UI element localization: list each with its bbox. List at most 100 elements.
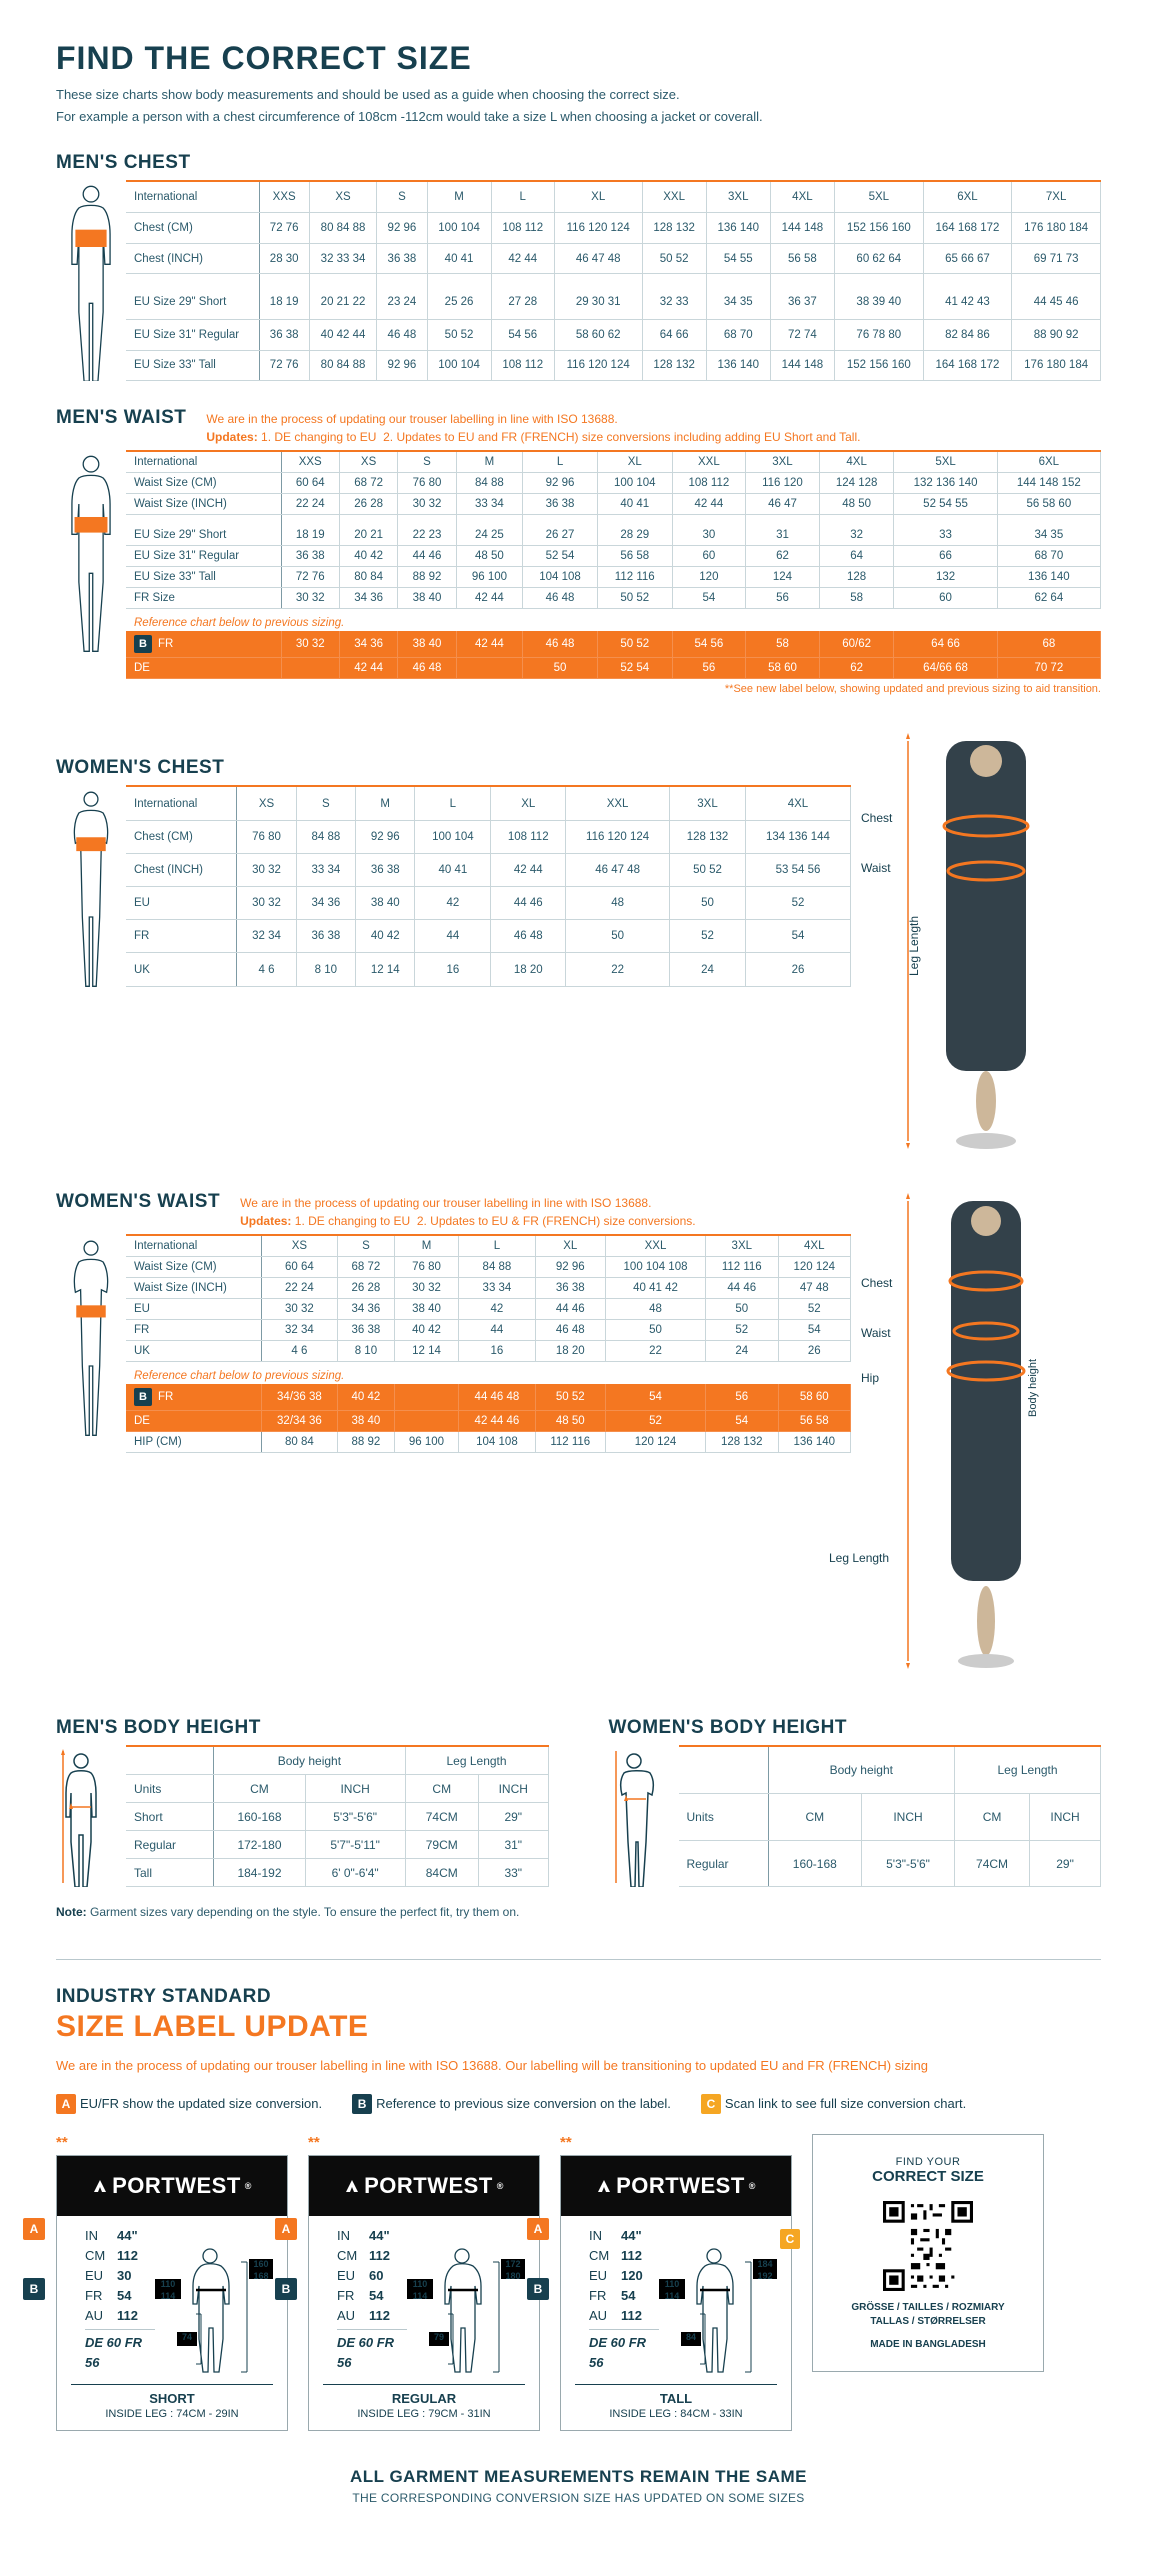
womens-waist-row-inch: Waist Size (INCH) 22 24 26 28 30 32 33 3…	[126, 1278, 851, 1299]
legend-item-b: B Reference to previous size conversion …	[352, 2094, 671, 2114]
body-height-section: MEN'S BODY HEIGHT Body height	[56, 1717, 1101, 1887]
womens-waist-section: WOMEN'S WAIST We are in the process of u…	[56, 1191, 1101, 1671]
mens-chest-title: MEN'S CHEST	[56, 152, 1101, 174]
portwest-mountain-icon	[596, 2178, 612, 2194]
mens-body-height-figure	[56, 1745, 126, 1887]
womens-chest-section: WOMEN'S CHEST International XS S M	[56, 731, 1101, 1151]
mens-chest-row-29short: EU Size 29" Short 18 19 20 21 22 23 24 2…	[126, 274, 1101, 319]
womens-waist-title: WOMEN'S WAIST	[56, 1191, 220, 1213]
portwest-labels-row: ** PORTWEST ® A B IN 44" CM 112 EU 30 FR 54	[56, 2134, 1101, 2431]
womens-body-height-table: Body height Leg Length Units CM INCH CM …	[679, 1745, 1102, 1887]
chest-label: Chest	[861, 811, 892, 825]
label-chip-b-tall: B	[527, 2278, 549, 2300]
womens-waist-heading-row: WOMEN'S WAIST We are in the process of u…	[56, 1191, 851, 1230]
mens-chest-table-block: International XXS XS S M L XL XXL 3XL 4X…	[56, 180, 1101, 381]
size-chart-page: FIND THE CORRECT SIZE These size charts …	[0, 0, 1157, 2565]
label-card-tall: ** PORTWEST ® A B IN 44" CM 112 EU 120 FR 54	[560, 2134, 792, 2431]
mens-body-height-title: MEN'S BODY HEIGHT	[56, 1717, 549, 1739]
mens-chest-figure	[56, 180, 126, 381]
qr-code-icon[interactable]	[883, 2201, 973, 2291]
qr-card-chip-c: C	[780, 2229, 800, 2249]
intro-line-2: For example a person with a chest circum…	[56, 107, 1101, 127]
final-banner: ALL GARMENT MEASUREMENTS REMAIN THE SAME…	[56, 2467, 1101, 2505]
womens-body-height-row-regular: Regular 160-168 5'3"-5'6" 74CM 29"	[679, 1840, 1101, 1887]
mens-body-height-block: MEN'S BODY HEIGHT Body height	[56, 1717, 549, 1887]
female-chest-outline-icon	[65, 787, 117, 986]
male-body-measurement-diagram-icon: Leg Length	[906, 731, 1076, 1151]
mens-waist-update-note: We are in the process of updating our tr…	[206, 410, 860, 446]
mens-waist-title: MEN'S WAIST	[56, 407, 186, 429]
tall-body-measure-diagram-icon: 110 114 184 192 84	[659, 2244, 779, 2374]
portwest-mountain-icon	[92, 2178, 108, 2194]
womens-waist-table: International XS S M L XL XXL 3XL 4XL Wa…	[126, 1234, 851, 1453]
female-height-outline-icon	[614, 1747, 674, 1887]
industry-standard-heading: INDUSTRY STANDARD	[56, 1986, 1101, 2008]
female-body-photo-figure: Chest Waist Hip Leg Length Body height	[881, 1191, 1101, 1671]
mens-waist-table-block: International XXS XS S M L XL XXL 3XL 4X…	[56, 450, 1101, 679]
intro-line-1: These size charts show body measurements…	[56, 85, 1101, 105]
find-your-size-qr-card[interactable]: FIND YOUR CORRECT SIZE	[812, 2134, 1044, 2372]
male-height-outline-icon	[61, 1747, 121, 1887]
legend-item-a: A EU/FR show the updated size conversion…	[56, 2094, 322, 2114]
womens-waist-row-eu: EU 30 32 34 36 38 40 42 44 46 48 50 52	[126, 1299, 851, 1320]
label-card-short: ** PORTWEST ® A B IN 44" CM 112 EU 30 FR 54	[56, 2134, 288, 2431]
womens-body-height-block: WOMEN'S BODY HEIGHT Body height	[609, 1717, 1102, 1887]
label-chip-a-short: A	[23, 2218, 45, 2240]
womens-chest-figure	[56, 785, 126, 986]
size-label-update-heading: SIZE LABEL UPDATE	[56, 2010, 1101, 2044]
female-waist-outline-icon	[65, 1236, 117, 1435]
label-chip-a-tall: A	[527, 2218, 549, 2240]
body-height-label: Leg Length	[907, 916, 921, 976]
industry-standard-description: We are in the process of updating our tr…	[56, 2057, 1056, 2075]
womens-waist-b-icon: B	[134, 1388, 152, 1406]
mens-waist-fr-badge-row: B FR 30 32 34 36 38 40 42 44 46 48 50 52 …	[126, 631, 1101, 658]
short-body-measure-diagram-icon: 110 114 160 168 74	[155, 2244, 275, 2374]
womens-chest-table-block: International XS S M L XL XXL 3XL 4XL Ch…	[56, 785, 851, 986]
mens-waist-table: International XXS XS S M L XL XXL 3XL 4X…	[126, 450, 1101, 679]
womens-waist-update-note: We are in the process of updating our tr…	[240, 1194, 696, 1230]
womens-waist-fr-badge-row: B FR 34/36 38 40 42 44 46 48 50 52 54 56 …	[126, 1384, 851, 1411]
mens-waist-heading-row: MEN'S WAIST We are in the process of upd…	[56, 407, 1101, 446]
hip-label: Hip	[861, 1371, 879, 1385]
womens-chest-row-cm: Chest (CM) 76 80 84 88 92 96 100 104 108…	[126, 820, 851, 853]
womens-chest-row-inch: Chest (INCH) 30 32 33 34 36 38 40 41 42 …	[126, 853, 851, 886]
mens-body-height-table: Body height Leg Length Units CM INCH CM …	[126, 1745, 549, 1887]
womens-chest-row-uk: UK 4 6 8 10 12 14 16 18 20 22 24 26	[126, 953, 851, 986]
womens-chest-row-eu: EU 30 32 34 36 38 40 42 44 46 48 50 52	[126, 887, 851, 920]
mens-chest-row-33tall: EU Size 33" Tall 72 76 80 84 88 92 96 10…	[126, 350, 1101, 381]
mens-waist-row-cm: Waist Size (CM) 60 64 68 72 76 80 84 88 …	[126, 473, 1101, 494]
womens-waist-row-cm: Waist Size (CM) 60 64 68 72 76 80 84 88 …	[126, 1257, 851, 1278]
mens-waist-row-33tall: EU Size 33" Tall 72 76 80 84 88 92 96 10…	[126, 567, 1101, 588]
male-chest-outline-icon	[65, 182, 117, 381]
mens-chest-row-inch: Chest (INCH) 28 30 32 33 34 36 38 40 41 …	[126, 243, 1101, 274]
womens-chest-title: WOMEN'S CHEST	[56, 757, 851, 779]
legend-chip-c-icon: C	[701, 2094, 721, 2114]
male-waist-outline-icon	[65, 452, 117, 651]
mens-waist-row-frsize: FR Size 30 32 34 36 38 40 42 44 46 48 50…	[126, 588, 1101, 609]
womens-waist-row-uk: UK 4 6 8 10 12 14 16 18 20 22 24 26	[126, 1341, 851, 1362]
regular-body-measure-diagram-icon: 110 114 172 180 79	[407, 2244, 527, 2374]
bottom-note: Note: Garment sizes vary depending on th…	[56, 1905, 1101, 1919]
mens-waist-row-inch: Waist Size (INCH) 22 24 26 28 30 32 33 3…	[126, 494, 1101, 515]
womens-body-height-title: WOMEN'S BODY HEIGHT	[609, 1717, 1102, 1739]
legend-item-c: C Scan link to see full size conversion …	[701, 2094, 966, 2114]
womens-waist-row-fr: FR 32 34 36 38 40 42 44 46 48 50 52 54	[126, 1320, 851, 1341]
waist-label: Waist	[861, 861, 891, 875]
portwest-logo: PORTWEST ®	[596, 2173, 756, 2199]
qr-card-wrapper: C FIND YOUR CORRECT SIZE	[812, 2134, 1044, 2372]
mens-waist-de-row: DE 42 44 46 48 50 52 54 56 58 60 62 64/6…	[126, 658, 1101, 679]
mens-waist-b-icon: B	[134, 635, 152, 653]
mens-waist-figure	[56, 450, 126, 679]
womens-waist-table-block: International XS S M L XL XXL 3XL 4XL Wa…	[56, 1234, 851, 1453]
waist-label: Waist	[861, 1326, 891, 1340]
womens-chest-table: International XS S M L XL XXL 3XL 4XL Ch…	[126, 785, 851, 986]
mens-body-height-row-tall: Tall 184-192 6' 0"-6'4" 84CM 33"	[126, 1859, 548, 1887]
womens-chest-row-fr: FR 32 34 36 38 40 42 44 46 48 50 52 54	[126, 920, 851, 953]
body-height-vertical-label: Body height	[1027, 1359, 1039, 1417]
womens-waist-figure	[56, 1234, 126, 1453]
leg-length-label: Leg Length	[829, 1551, 889, 1565]
mens-body-height-row-regular: Regular 172-180 5'7"-5'11" 79CM 31"	[126, 1831, 548, 1859]
legend-chip-a-icon: A	[56, 2094, 76, 2114]
label-card-regular: ** PORTWEST ® A B IN 44" CM 112 EU 60 FR 54	[308, 2134, 540, 2431]
portwest-logo: PORTWEST ®	[92, 2173, 252, 2199]
